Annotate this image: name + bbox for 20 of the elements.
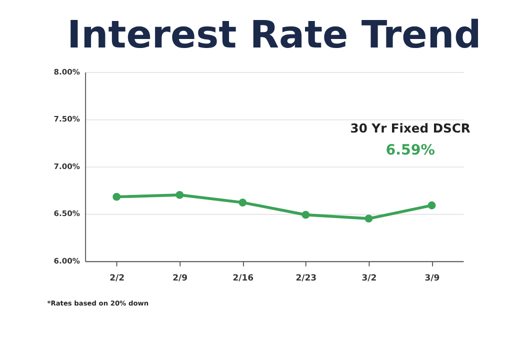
x-tick-label: 2/2 [110,274,125,284]
point [364,214,373,223]
y-tick-label: 7.50% [54,114,80,124]
annotation: 30 Yr Fixed DSCR [350,122,471,136]
x-tick-label: 2/23 [296,274,317,284]
x-tick-label: 2/9 [172,274,188,284]
point [176,191,184,199]
point [302,210,310,219]
x-tick-label: 3/2 [362,274,377,284]
point [428,201,436,210]
point [238,198,247,206]
y-tick-label: 8.00% [54,67,80,76]
y-tick-label: 7.00% [54,162,80,171]
y-tick-label: 6.50% [54,209,80,218]
annotation: 6.59% [386,142,435,158]
x-tick-label: 2/16 [232,274,254,284]
y-tick-label: 6.00% [54,256,80,266]
x-tick-label: 3/9 [424,274,440,284]
chart-title: Interest Rate Trend [67,12,482,56]
point [112,192,121,201]
